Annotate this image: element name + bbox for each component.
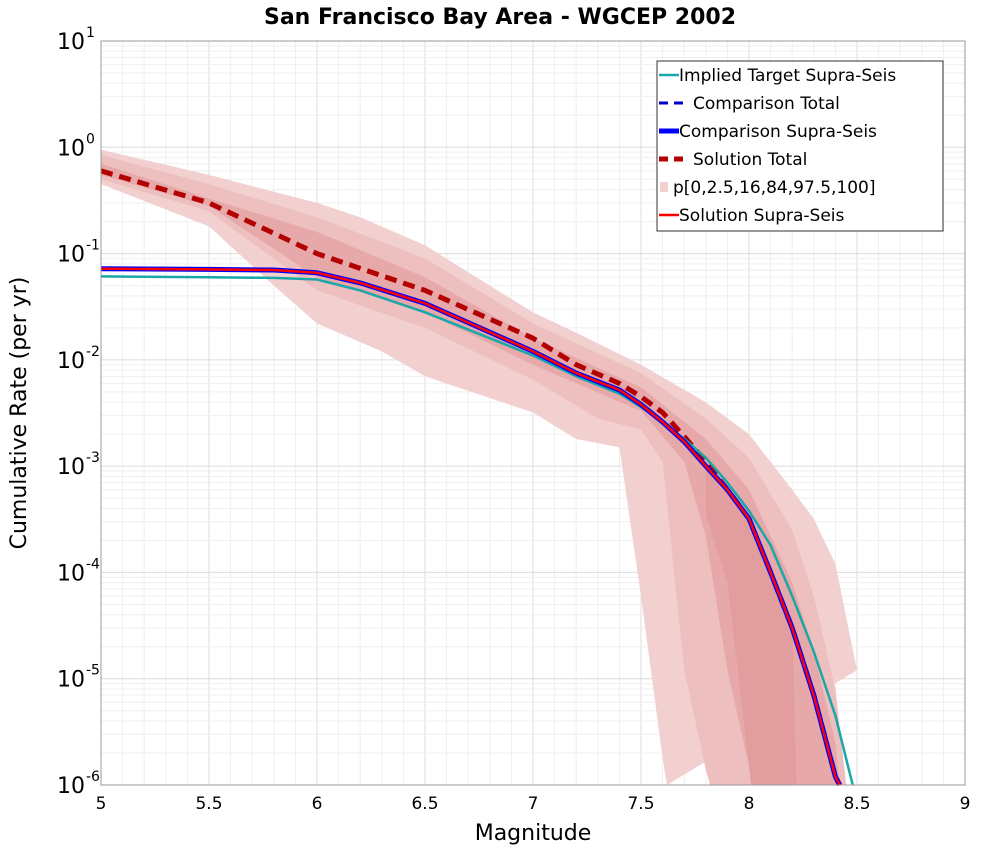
y-tick-exponent: -4 <box>86 556 100 572</box>
y-tick-exponent: -5 <box>86 663 100 679</box>
percentile-bands <box>101 149 857 786</box>
x-tick-label: 7 <box>528 794 539 814</box>
x-tick-labels: 5 5.5 6 6.5 7 7.5 8 8.5 9 <box>96 794 971 814</box>
x-tick-label: 8 <box>744 794 755 814</box>
x-tick-label: 6.5 <box>411 794 438 814</box>
legend-box <box>656 60 944 232</box>
y-tick-label: 10 <box>57 668 85 693</box>
legend-swatch <box>660 182 668 192</box>
y-tick-label: 10 <box>57 455 85 480</box>
y-tick-exponent: -1 <box>86 238 100 254</box>
x-tick-label: 6 <box>312 794 323 814</box>
legend-label: Solution Supra-Seis <box>679 206 845 226</box>
chart-title: San Francisco Bay Area - WGCEP 2002 <box>264 5 736 30</box>
y-tick-label: 10 <box>57 561 85 586</box>
x-tick-label: 5 <box>96 794 107 814</box>
legend-label: Comparison Total <box>693 94 840 114</box>
legend-label: p[0,2.5,16,84,97.5,100] <box>673 178 876 198</box>
y-tick-exponent: -6 <box>86 769 100 785</box>
plot-frame <box>100 40 966 786</box>
y-tick-exponent: 0 <box>86 131 95 147</box>
legend-label: Solution Total <box>693 150 807 170</box>
y-tick-exponent: 1 <box>86 25 95 41</box>
y-tick-label: 10 <box>57 243 85 268</box>
y-tick-label: 10 <box>57 136 85 161</box>
band-core <box>705 466 797 785</box>
series-solution-supra-seis <box>100 267 841 786</box>
legend-label: Comparison Supra-Seis <box>679 122 877 142</box>
x-tick-label: 5.5 <box>195 794 222 814</box>
x-tick-label: 7.5 <box>627 794 654 814</box>
y-axis-label: Cumulative Rate (per yr) <box>7 277 32 550</box>
y-tick-label: 10 <box>57 774 85 799</box>
legend-label: Implied Target Supra-Seis <box>679 66 896 86</box>
y-tick-label: 10 <box>57 30 85 55</box>
x-tick-label: 8.5 <box>843 794 870 814</box>
x-tick-label: 9 <box>960 794 971 814</box>
series-lines <box>100 168 854 787</box>
y-tick-exponent: -2 <box>86 344 100 360</box>
x-axis-label: Magnitude <box>475 821 592 846</box>
legend: Implied Target Supra-Seis Comparison Tota… <box>656 60 944 232</box>
y-tick-label: 10 <box>57 349 85 374</box>
y-tick-exponent: -3 <box>86 450 100 466</box>
band-p0-p100 <box>101 149 857 785</box>
